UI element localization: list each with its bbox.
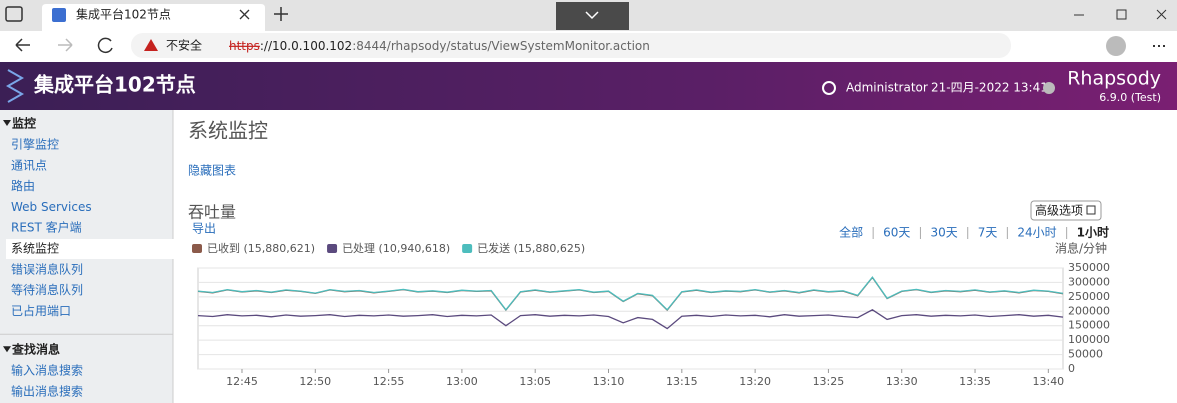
section-title[interactable]: 查找消息: [11, 342, 60, 357]
restore[interactable]: [1116, 9, 1127, 20]
app-header: [0, 62, 1177, 110]
x-tick-label: 12:55: [373, 375, 405, 388]
tab-search[interactable]: [556, 2, 629, 30]
close-window[interactable]: [1156, 9, 1167, 20]
menu-item[interactable]: 系统监控: [11, 242, 59, 256]
x-tick-label: 13:05: [519, 375, 551, 388]
series-line: [197, 276, 1064, 311]
range-link[interactable]: 7天: [978, 226, 998, 240]
url-host: ://10.0.100.102: [260, 39, 352, 53]
y-tick-label: 150000: [1068, 319, 1110, 332]
x-tick-label: 13:40: [1032, 375, 1064, 388]
range-link[interactable]: 24小时: [1017, 226, 1056, 240]
export[interactable]: 导出: [192, 222, 216, 236]
chevron: [585, 11, 599, 20]
power-icon[interactable]: [822, 81, 836, 95]
range-link[interactable]: 1小时: [1077, 225, 1109, 240]
collapse-icon[interactable]: [3, 346, 11, 353]
menu-item[interactable]: REST 客户端: [11, 220, 82, 235]
tab-favicon: [52, 8, 66, 22]
advanced-checkbox[interactable]: [1086, 205, 1096, 215]
x-tick-label: 13:15: [666, 375, 698, 388]
menu-item[interactable]: 路由: [11, 178, 35, 193]
page-title: 系统监控: [188, 119, 268, 143]
datetime: 21-四月-2022 13:41: [931, 81, 1048, 95]
profile[interactable]: [1106, 36, 1126, 56]
unit-label: 消息/分钟: [1055, 241, 1107, 256]
y-tick-label: 100000: [1068, 333, 1110, 346]
x-tick-label: 13:25: [813, 375, 845, 388]
menu-item[interactable]: 引擎监控: [11, 137, 59, 152]
x-tick-label: 12:50: [299, 375, 331, 388]
user[interactable]: Administrator: [846, 81, 928, 95]
collapse-icon[interactable]: [3, 120, 11, 126]
x-tick-label: 13:35: [959, 375, 991, 388]
menu-item[interactable]: Web Services: [11, 200, 92, 214]
forward[interactable]: [58, 38, 73, 52]
range-link[interactable]: 30天: [930, 226, 957, 240]
x-tick-label: 13:10: [593, 375, 625, 388]
range-link[interactable]: 60天: [883, 226, 910, 240]
reload[interactable]: [97, 37, 113, 54]
new-tab[interactable]: [274, 7, 288, 21]
selected-item: [6, 239, 174, 259]
legend-label[interactable]: 已发送 (15,880,625): [477, 241, 585, 255]
y-tick-label: 200000: [1068, 304, 1110, 317]
back[interactable]: [15, 38, 30, 52]
app-title: 集成平台102节点: [33, 73, 196, 97]
address-box[interactable]: [131, 33, 1011, 58]
product: Rhapsody: [1067, 68, 1161, 90]
tab-actions[interactable]: [5, 6, 23, 22]
menu-item[interactable]: 输出消息搜索: [11, 384, 83, 399]
url[interactable]: https://10.0.100.102:8444/rhapsody/statu…: [229, 39, 650, 53]
menu-item[interactable]: 错误消息队列: [11, 261, 83, 276]
range-link[interactable]: 全部: [839, 225, 863, 240]
x-tick-label: 13:00: [446, 375, 478, 388]
section-title: 吞吐量: [188, 203, 236, 222]
legend-swatch[interactable]: [462, 244, 473, 253]
series-line: [197, 309, 1064, 330]
url-path: :8444/rhapsody/status/ViewSystemMonitor.…: [352, 39, 650, 53]
plot-area: [197, 267, 1064, 370]
url-scheme: https: [229, 39, 260, 53]
advanced-button[interactable]: [1030, 200, 1102, 221]
logo: [5, 69, 25, 103]
security-label: 不安全: [166, 38, 202, 53]
hide-charts[interactable]: 隐藏图表: [188, 164, 236, 178]
menu-item[interactable]: 已占用端口: [11, 303, 71, 318]
version: 6.9.0 (Test): [1099, 91, 1161, 104]
advanced-label: 高级选项: [1035, 203, 1083, 218]
legend-swatch[interactable]: [192, 244, 202, 253]
warning-icon: [144, 39, 158, 51]
menu-item[interactable]: 等待消息队列: [11, 282, 83, 297]
x-tick-label: 12:45: [226, 375, 258, 388]
y-tick-label: 350000: [1068, 261, 1110, 274]
y-tick-label: 50000: [1068, 348, 1103, 361]
tab-title: 集成平台102节点: [76, 7, 171, 22]
menu-item[interactable]: 通讯点: [11, 158, 47, 172]
active-tab[interactable]: [42, 4, 265, 31]
x-tick-label: 13:30: [886, 375, 918, 388]
tab-close[interactable]: [239, 9, 250, 20]
section-title[interactable]: 监控: [12, 116, 36, 131]
legend-label[interactable]: 已收到 (15,880,621): [207, 241, 315, 255]
legend-label[interactable]: 已处理 (10,940,618): [342, 242, 450, 255]
menu-item[interactable]: 输入消息搜索: [11, 363, 83, 378]
y-tick-label: 250000: [1068, 290, 1110, 303]
y-tick-label: 300000: [1068, 275, 1110, 288]
x-tick-label: 13:20: [739, 375, 771, 388]
help-icon[interactable]: [1043, 82, 1055, 94]
legend-swatch[interactable]: [327, 244, 338, 253]
y-tick-label: 0: [1068, 362, 1075, 375]
